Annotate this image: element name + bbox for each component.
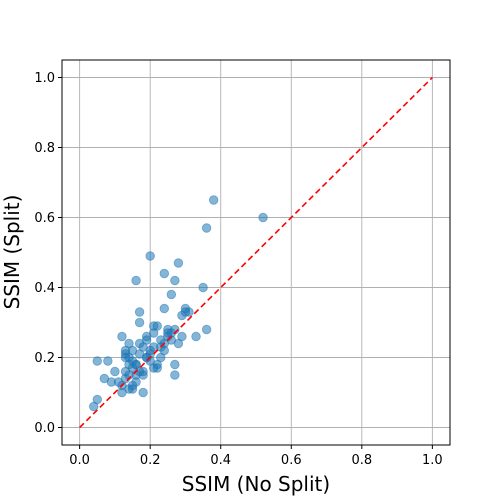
data-point [202,325,211,334]
data-point [192,332,201,341]
data-point [171,371,180,380]
y-tick-label: 0.2 [34,351,55,366]
data-point [174,259,183,268]
y-tick-label: 1.0 [34,71,55,86]
data-point [167,290,176,299]
data-point [149,329,158,338]
y-axis-label: SSIM (Split) [0,195,24,310]
data-point [160,304,169,313]
data-point [139,367,148,376]
y-tick-label: 0.0 [34,421,55,436]
data-point [135,318,144,327]
data-point [146,252,155,261]
x-tick-label: 0.4 [210,453,231,468]
data-point [118,332,127,341]
x-axis-label: SSIM (No Split) [182,472,330,496]
data-point [171,276,180,285]
x-tick-label: 0.6 [281,453,302,468]
data-point [111,367,120,376]
y-tick-label: 0.6 [34,211,55,226]
data-point [259,213,268,222]
data-point [174,339,183,348]
data-point [139,388,148,397]
data-point [104,357,113,366]
data-point [132,276,141,285]
data-point [181,308,190,317]
data-point [135,308,144,317]
data-point [121,353,130,362]
data-point [202,224,211,233]
y-tick-label: 0.8 [34,141,55,156]
x-tick-label: 1.0 [422,453,443,468]
data-point [156,353,165,362]
data-point [153,364,162,373]
data-point [160,269,169,278]
data-point [199,283,208,292]
y-tick-label: 0.4 [34,281,55,296]
data-point [171,360,180,369]
data-point [209,196,218,205]
data-point [128,381,137,390]
data-point [118,388,127,397]
data-point [93,357,102,366]
x-tick-label: 0.2 [140,453,161,468]
data-point [142,336,151,345]
x-tick-label: 0.0 [69,453,90,468]
x-tick-label: 0.8 [351,453,372,468]
